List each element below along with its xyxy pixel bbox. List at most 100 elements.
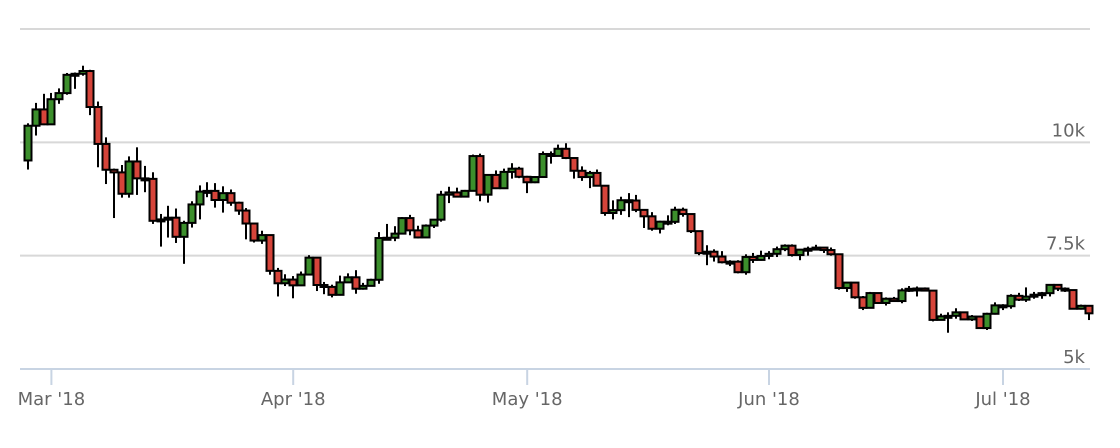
candle — [1014, 292, 1024, 301]
candle-body — [1053, 283, 1063, 290]
candle — [647, 212, 657, 231]
candle — [577, 166, 587, 181]
candle-body — [982, 312, 992, 330]
candle-body — [39, 108, 49, 126]
candle — [803, 246, 813, 256]
candle-body — [858, 296, 868, 309]
candle — [756, 250, 766, 261]
candle-body — [202, 189, 212, 194]
candle-body — [460, 189, 470, 198]
candle-body — [639, 208, 649, 218]
candle-body — [897, 289, 907, 303]
candle-body — [694, 230, 704, 255]
candle — [998, 304, 1008, 311]
candle-body — [998, 304, 1008, 309]
candle — [366, 278, 376, 287]
candle-body — [631, 199, 641, 211]
candle — [327, 284, 337, 298]
candle — [748, 252, 758, 263]
candle — [249, 222, 259, 243]
candle — [62, 72, 72, 95]
candle — [39, 93, 49, 126]
candle — [951, 308, 961, 319]
candle — [1029, 291, 1039, 299]
candle — [631, 194, 641, 213]
candle-body — [179, 221, 189, 238]
candle-body — [249, 222, 259, 242]
candle-body — [936, 315, 946, 321]
candle-body — [234, 201, 244, 212]
y-tick-label: 7.5k — [1046, 234, 1086, 255]
candle — [499, 168, 509, 190]
candle — [23, 123, 33, 170]
candle — [982, 312, 992, 331]
candle — [468, 154, 478, 192]
candle-body — [312, 256, 322, 286]
candle-body — [257, 234, 267, 242]
candle-body — [117, 171, 127, 195]
candle-body — [156, 218, 166, 223]
candle — [358, 282, 368, 290]
candle — [226, 189, 236, 206]
candle — [31, 102, 41, 136]
candle — [93, 101, 103, 168]
x-tick-label: May '18 — [492, 389, 563, 410]
candle-body — [530, 176, 540, 184]
candle — [483, 173, 493, 203]
candle — [475, 153, 485, 202]
candle-body — [624, 199, 634, 204]
candle-body — [366, 278, 376, 287]
candle — [912, 286, 922, 297]
candle-body — [1045, 283, 1055, 295]
candle — [865, 291, 875, 309]
candle-body — [452, 191, 462, 198]
candle — [54, 88, 64, 104]
candle — [741, 254, 751, 275]
candle-body — [468, 155, 478, 192]
candle — [1068, 289, 1078, 310]
candle — [1045, 283, 1055, 297]
candle — [842, 281, 852, 292]
candle-body — [702, 250, 712, 255]
candle-body — [1006, 294, 1016, 308]
candle — [670, 206, 680, 224]
candle — [280, 274, 290, 287]
candle — [452, 187, 462, 198]
candle-body — [1060, 287, 1070, 292]
candle-body — [1068, 289, 1078, 310]
candle-body — [780, 244, 790, 251]
candle — [288, 276, 298, 299]
candle-body — [382, 236, 392, 241]
candle-body — [725, 260, 735, 265]
candle-body — [397, 217, 407, 235]
candle — [163, 205, 173, 238]
candle — [117, 165, 127, 198]
candle-body — [421, 224, 431, 239]
candle-body — [889, 297, 899, 303]
candle-body — [374, 237, 384, 281]
candle-body — [171, 216, 181, 238]
candle — [171, 208, 181, 243]
candle-body — [569, 157, 579, 172]
candle — [202, 182, 212, 198]
candle — [1037, 291, 1047, 299]
candle-body — [787, 244, 797, 257]
y-axis: 5k 7.5k 10k — [1046, 120, 1086, 368]
candle — [592, 169, 602, 187]
candle — [210, 183, 220, 208]
candle — [405, 214, 415, 236]
candle-body — [78, 70, 88, 75]
candle — [1076, 304, 1086, 310]
candle-body — [507, 167, 517, 173]
candle-body — [319, 283, 329, 288]
candle-body — [655, 220, 665, 230]
candle-body — [429, 218, 439, 227]
candle — [904, 286, 914, 292]
candle-body — [31, 108, 41, 127]
candle-body — [109, 168, 119, 174]
grid-lines — [20, 28, 1090, 257]
candle-body — [951, 311, 961, 317]
candle — [101, 137, 111, 185]
candle-body — [70, 72, 80, 77]
